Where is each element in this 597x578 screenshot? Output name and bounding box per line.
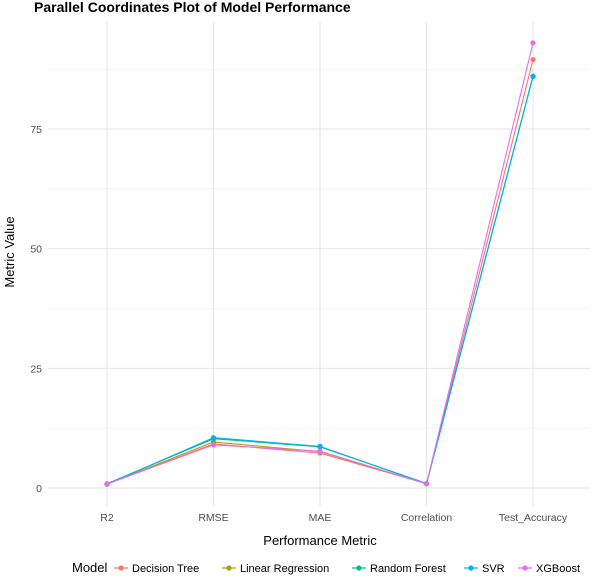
y-tick-label: 25 (30, 363, 42, 375)
x-tick-label: R2 (100, 512, 114, 524)
data-point (210, 435, 217, 441)
legend-title: Model (72, 560, 108, 575)
y-axis-ticks: 0 25 50 75 (30, 124, 42, 495)
legend-key-point (118, 565, 124, 571)
x-tick-label: Test_Accuracy (499, 512, 568, 524)
data-point (530, 73, 536, 79)
legend: Model Decision Tree Linear Regression Rand… (72, 560, 580, 575)
legend-label: XGBoost (536, 563, 580, 575)
legend-key-point (226, 565, 232, 571)
y-tick-label: 50 (30, 244, 42, 256)
series-points (104, 40, 536, 487)
data-point (530, 56, 536, 63)
x-axis-ticks: R2 RMSE MAE Correlation Test_Accuracy (100, 512, 568, 524)
legend-label: SVR (482, 563, 505, 575)
x-tick-label: RMSE (198, 512, 228, 524)
x-tick-label: MAE (309, 512, 332, 524)
data-point (317, 443, 323, 449)
legend-key-point (522, 565, 528, 571)
data-point (210, 442, 217, 448)
x-tick-label: Correlation (401, 512, 453, 524)
legend-label: Random Forest (370, 563, 446, 575)
x-axis-title: Performance Metric (263, 533, 377, 548)
data-point (423, 481, 430, 487)
legend-key-point (468, 565, 474, 571)
grid-lines (48, 22, 590, 506)
y-tick-label: 75 (30, 124, 42, 136)
data-point (530, 40, 536, 46)
y-tick-label: 0 (36, 483, 42, 495)
y-axis-title: Metric Value (2, 216, 17, 287)
legend-label: Linear Regression (240, 563, 329, 575)
legend-label: Decision Tree (132, 563, 199, 575)
chart-title: Parallel Coordinates Plot of Model Perfo… (34, 0, 351, 15)
data-point (317, 448, 323, 454)
legend-key-point (356, 565, 362, 571)
data-point (104, 481, 110, 487)
